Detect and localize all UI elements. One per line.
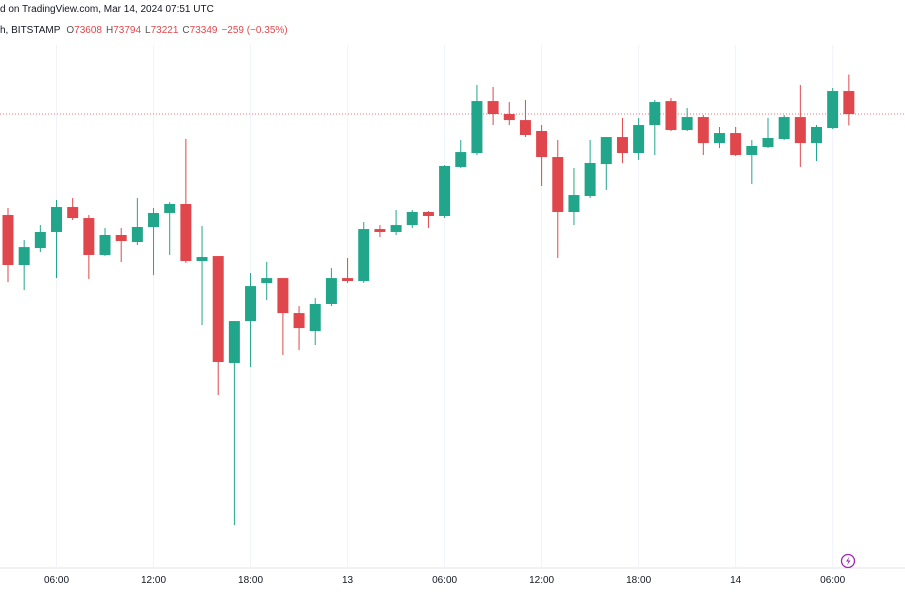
candle-body [325,278,337,305]
candle-body [519,120,531,135]
symbol: h, BITSTAMP [0,25,61,36]
candle-body [778,117,790,139]
candle-body [309,304,321,332]
x-tick-label: 12:00 [529,575,554,586]
candle-body [180,204,192,262]
candle-body [261,278,273,284]
x-tick-label: 18:00 [238,575,263,586]
candle-body [293,313,305,329]
header-ohlc: h, BITSTAMP O73608 H73794 L73221 C73349 −259 … [0,25,288,36]
candle-body [148,212,160,228]
open-label: O [66,25,74,36]
candle-body [713,133,725,144]
candle-body [196,257,208,262]
x-tick-label: 12:00 [141,575,166,586]
change: −259 (−0.35%) [221,25,287,36]
candle-body [552,157,564,212]
candle-body [2,215,14,266]
low-value: 73221 [151,25,179,36]
candle-body [536,130,548,158]
candle-body [34,231,46,249]
candle-body [616,137,628,154]
candle-body [633,125,645,154]
close-label: C [182,25,189,36]
candle-body [730,133,742,155]
candle-body [422,211,434,216]
candle-body [131,227,143,243]
candle-body [794,117,806,144]
candle-body [164,204,176,213]
candle-body [67,207,79,219]
candle-body [697,117,709,144]
x-tick-label: 18:00 [626,575,651,586]
candle-body [649,102,661,126]
candle-body [843,91,855,115]
open-value: 73608 [74,25,102,36]
x-tick-label: 13 [342,575,354,586]
candle-body [568,195,580,212]
x-tick-label: 06:00 [432,575,457,586]
candle-body [762,138,774,148]
replay-icon[interactable] [840,553,856,569]
candle-body [51,207,63,232]
candle-body [115,234,127,242]
candle-body [681,117,693,131]
header-source: d on TradingView.com, Mar 14, 2024 07:51… [0,4,214,15]
candle-body [406,211,418,226]
candle-body [277,278,289,314]
candle-body [439,165,451,216]
high-label: H [106,25,113,36]
candle-body [245,286,257,322]
x-tick-label: 06:00 [820,575,845,586]
candle-body [471,101,483,154]
candle-body [827,91,839,129]
candle-body [18,247,30,266]
candle-body [342,278,354,282]
candle-body [503,114,515,121]
candle-body [584,162,596,197]
candle-body [811,127,822,144]
candle-body [455,152,467,167]
candle-body [358,229,370,282]
candle-body [746,146,758,155]
candle-body [99,234,111,255]
candle-body [487,101,499,115]
close-value: 73349 [190,25,218,36]
x-tick-label: 14 [730,575,742,586]
low-label: L [145,25,151,36]
high-value: 73794 [113,25,141,36]
candle-body [600,137,612,165]
candle-body [374,229,386,232]
candle-body [83,218,95,255]
candle-body [665,101,677,131]
candle-body [212,256,224,363]
x-tick-label: 06:00 [44,575,69,586]
candle-body [390,225,402,232]
candle-body [228,321,240,363]
